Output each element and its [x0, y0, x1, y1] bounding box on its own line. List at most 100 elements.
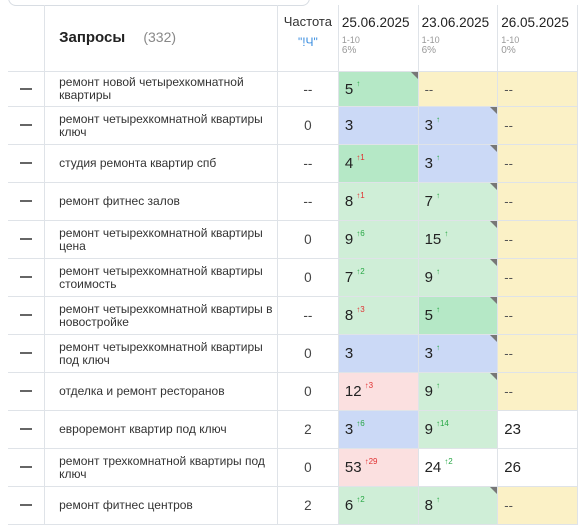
frequency-value: 0 [277, 258, 339, 297]
position-value: 15 [424, 231, 442, 248]
query-text[interactable]: ремонт четырехкомнатной квартиры цена [44, 220, 278, 259]
position-cell[interactable]: 3 ↑ [418, 144, 499, 183]
dash-icon[interactable] [20, 200, 33, 203]
table-row: ремонт четырехкомнатной квартиры ключ 0 3 3… [8, 106, 578, 145]
position-cell[interactable]: 7 ↑ [418, 182, 499, 221]
position-cell[interactable]: 9 ↑ [418, 258, 499, 297]
row-action-cell [8, 71, 46, 107]
position-cell[interactable]: 15 ↑ [418, 220, 499, 259]
header-date-3[interactable]: 26.05.2025 1-10 0% [497, 5, 578, 72]
query-text[interactable]: ремонт четырехкомнатной квартиры ключ [44, 106, 278, 145]
position-value: 12 [344, 383, 362, 400]
position-cell[interactable]: 3 [338, 106, 419, 145]
position-cell[interactable]: 5 ↑ [338, 71, 419, 107]
position-value: 53 [344, 459, 362, 476]
header-queries[interactable]: Запросы (332) [44, 5, 278, 72]
position-cell[interactable]: -- [497, 258, 578, 297]
row-action-cell [8, 144, 46, 183]
dash-icon[interactable] [20, 428, 33, 431]
position-cell[interactable]: 3 ↑6 [338, 410, 419, 449]
query-text[interactable]: студия ремонта квартир спб [44, 144, 278, 183]
position-cell[interactable]: 12 ↑3 [338, 372, 419, 411]
position-cell[interactable]: 9 ↑6 [338, 220, 419, 259]
query-text[interactable]: ремонт трехкомнатной квартиры под ключ [44, 448, 278, 487]
position-value: 9 [424, 421, 433, 438]
query-text[interactable]: ремонт четырехкомнатной квартиры стоимос… [44, 258, 278, 297]
position-change: ↑6 [356, 229, 365, 238]
date-percent: 6% [421, 45, 437, 56]
dash-icon[interactable] [20, 466, 33, 469]
position-cell[interactable]: 23 [497, 410, 578, 449]
position-value: -- [504, 81, 513, 97]
date-label: 23.06.2025 [421, 15, 490, 30]
position-change: ↑ [444, 229, 449, 238]
position-cell[interactable]: 8 ↑ [418, 486, 499, 525]
position-value: -- [504, 346, 513, 361]
position-change: ↑2 [356, 495, 365, 504]
position-cell[interactable]: 3 ↑ [418, 106, 499, 145]
dash-icon[interactable] [20, 390, 33, 393]
query-text[interactable]: ремонт фитнес центров [44, 486, 278, 525]
position-cell[interactable]: 3 ↑ [418, 334, 499, 373]
query-text[interactable]: ремонт новой четырехкомнатной квартиры [44, 71, 278, 107]
position-cell[interactable]: -- [497, 220, 578, 259]
dash-icon[interactable] [20, 504, 33, 507]
position-cell[interactable]: -- [497, 334, 578, 373]
header-frequency[interactable]: Частота "!Ч" [277, 5, 339, 72]
table-row: ремонт четырехкомнатной квартиры под клю… [8, 334, 578, 373]
dash-icon[interactable] [20, 352, 33, 355]
position-value: 3 [424, 155, 433, 172]
dash-icon[interactable] [20, 276, 33, 279]
position-change: ↑ [435, 495, 440, 504]
position-cell[interactable]: -- [418, 71, 499, 107]
position-value: 9 [424, 383, 433, 400]
frequency-type-link[interactable]: "!Ч" [297, 35, 318, 49]
position-change: ↑ [435, 115, 440, 124]
header-date-2[interactable]: 23.06.2025 1-10 6% [418, 5, 499, 72]
table-row: ремонт новой четырехкомнатной квартиры --… [8, 71, 578, 107]
position-cell[interactable]: 3 [338, 334, 419, 373]
position-cell[interactable]: 8 ↑1 [338, 182, 419, 221]
position-cell[interactable]: 5 ↑ [418, 296, 499, 335]
position-cell[interactable]: -- [497, 106, 578, 145]
dash-icon[interactable] [20, 314, 33, 317]
position-cell[interactable]: 6 ↑2 [338, 486, 419, 525]
position-cell[interactable]: -- [497, 486, 578, 525]
position-cell[interactable]: 7 ↑2 [338, 258, 419, 297]
position-cell[interactable]: -- [497, 71, 578, 107]
table-row: отделка и ремонт ресторанов 0 12 ↑3 9 ↑ -- [8, 372, 578, 411]
frequency-value: 0 [277, 334, 339, 373]
query-text[interactable]: евроремонт квартир под ключ [44, 410, 278, 449]
query-text[interactable]: ремонт четырехкомнатной квартиры в новос… [44, 296, 278, 335]
position-value: 6 [344, 497, 354, 514]
query-text[interactable]: ремонт четырехкомнатной квартиры под клю… [44, 334, 278, 373]
position-cell[interactable]: -- [497, 296, 578, 335]
dash-icon[interactable] [20, 238, 33, 241]
row-action-cell [8, 334, 46, 373]
position-value: 5 [344, 80, 354, 98]
position-cell[interactable]: -- [497, 372, 578, 411]
position-cell[interactable]: 9 ↑ [418, 372, 499, 411]
queries-title: Запросы [59, 29, 126, 46]
row-action-cell [8, 410, 46, 449]
position-cell[interactable]: 4 ↑1 [338, 144, 419, 183]
position-cell[interactable]: 8 ↑3 [338, 296, 419, 335]
query-text[interactable]: ремонт фитнес залов [44, 182, 278, 221]
position-value: 8 [344, 307, 354, 324]
row-action-cell [8, 220, 46, 259]
position-value: -- [504, 232, 513, 247]
position-cell[interactable]: -- [497, 182, 578, 221]
position-cell[interactable]: 24 ↑2 [418, 448, 499, 487]
dash-icon[interactable] [20, 162, 33, 165]
frequency-value: 0 [277, 372, 339, 411]
header-date-1[interactable]: 25.06.2025 1-10 6% [338, 5, 419, 72]
position-change: ↑29 [364, 457, 378, 466]
date-percent: 6% [341, 45, 357, 56]
dash-icon[interactable] [20, 87, 33, 90]
position-cell[interactable]: -- [497, 144, 578, 183]
position-cell[interactable]: 9 ↑14 [418, 410, 499, 449]
position-cell[interactable]: 26 [497, 448, 578, 487]
dash-icon[interactable] [20, 124, 33, 127]
position-cell[interactable]: 53 ↑29 [338, 448, 419, 487]
query-text[interactable]: отделка и ремонт ресторанов [44, 372, 278, 411]
